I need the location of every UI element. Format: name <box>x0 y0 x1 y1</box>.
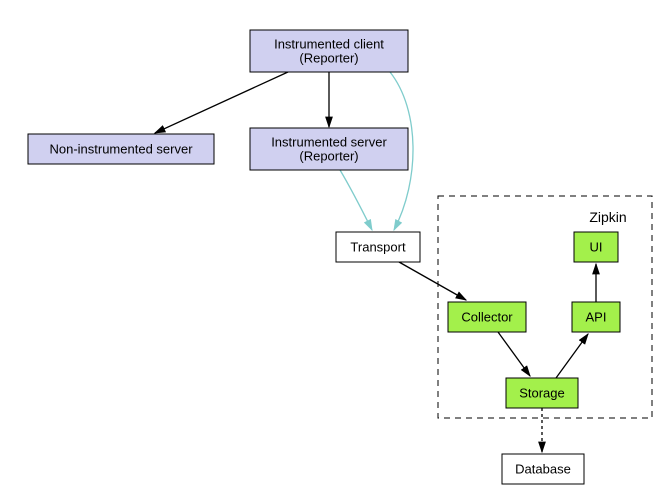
database-label: Database <box>515 461 571 476</box>
instrumented-client-label: Instrumented client <box>274 36 384 51</box>
transport: Transport <box>336 232 420 262</box>
storage: Storage <box>506 378 578 408</box>
cluster-label: Zipkin <box>589 209 626 225</box>
storage-label: Storage <box>519 385 565 400</box>
api: API <box>572 302 620 332</box>
instrumented-client: Instrumented client(Reporter) <box>250 30 408 72</box>
edge-collector-storage <box>498 332 530 376</box>
ui-label: UI <box>590 239 603 254</box>
instrumented-server-label: (Reporter) <box>299 148 358 163</box>
collector-label: Collector <box>461 309 513 324</box>
non-instrumented-server: Non-instrumented server <box>28 134 214 164</box>
edge-transport-collector <box>399 262 466 300</box>
non-instrumented-server-label: Non-instrumented server <box>49 141 193 156</box>
edge-client-noninst <box>155 72 288 133</box>
database: Database <box>502 454 584 484</box>
ui: UI <box>574 232 618 262</box>
transport-label: Transport <box>350 239 406 254</box>
edge-storage-api <box>556 334 588 378</box>
architecture-diagram: ZipkinInstrumented client(Reporter)Non-i… <box>0 0 661 504</box>
edge-server-transport <box>340 170 372 230</box>
collector: Collector <box>448 302 526 332</box>
instrumented-client-label: (Reporter) <box>299 50 358 65</box>
instrumented-server: Instrumented server(Reporter) <box>250 128 408 170</box>
api-label: API <box>586 309 607 324</box>
instrumented-server-label: Instrumented server <box>271 134 387 149</box>
